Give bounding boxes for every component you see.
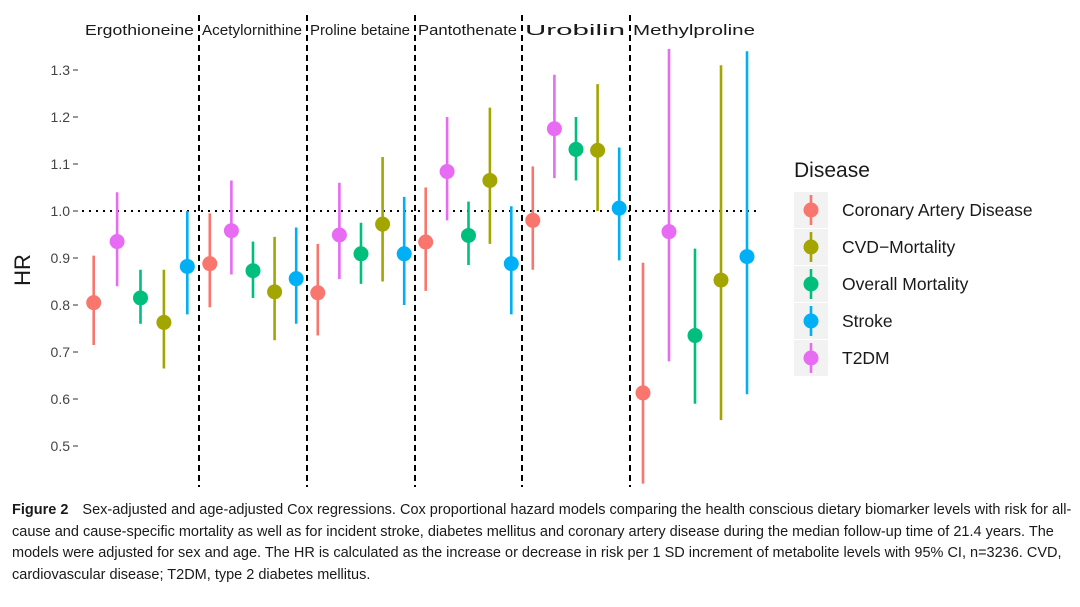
facet-label-ergothioneine: Ergothioneine — [85, 23, 194, 39]
point-proline-betaine-t2dm — [331, 227, 347, 243]
y-axis: 0.5 0.6 0.7 0.8 0.9 1.0 1.1 1.2 1.3 — [51, 62, 78, 454]
legend-key-point — [803, 202, 819, 218]
point-acetylornithine-t2dm — [223, 223, 239, 239]
point-urobilin-cvd-mortality — [590, 142, 606, 158]
legend-key-point — [803, 350, 819, 366]
legend-key-point — [803, 276, 819, 292]
hr-points — [86, 121, 755, 401]
point-methylproline-cvd-mortality — [713, 272, 729, 288]
legend-label-overall-mortality: Overall Mortality — [842, 274, 969, 294]
point-pantothenate-coronary-artery-disease — [418, 234, 434, 250]
y-tick-label: 0.6 — [51, 391, 71, 407]
y-axis-label: HR — [10, 254, 35, 286]
y-tick-label: 0.7 — [51, 344, 71, 360]
point-proline-betaine-overall-mortality — [353, 246, 369, 262]
legend-label-stroke: Stroke — [842, 311, 893, 331]
point-ergothioneine-stroke — [179, 258, 195, 274]
point-acetylornithine-coronary-artery-disease — [202, 256, 218, 272]
figure-caption: Figure 2 Sex-adjusted and age-adjusted Co… — [12, 500, 1072, 586]
point-methylproline-t2dm — [661, 224, 677, 240]
y-tick-label: 0.8 — [51, 297, 71, 313]
facet-labels: Ergothioneine Acetylornithine Proline beta… — [85, 23, 755, 39]
point-ergothioneine-t2dm — [109, 234, 125, 250]
facet-label-pantothenate: Pantothenate — [418, 23, 517, 39]
point-urobilin-stroke — [611, 200, 627, 216]
point-acetylornithine-overall-mortality — [245, 263, 261, 279]
point-pantothenate-t2dm — [439, 164, 455, 180]
point-methylproline-stroke — [739, 249, 755, 265]
y-tick-label: 1.0 — [51, 203, 71, 219]
caption-text: Sex-adjusted and age-adjusted Cox regres… — [12, 502, 1072, 583]
legend-label-coronary-artery-disease: Coronary Artery Disease — [842, 200, 1033, 220]
legend-title: Disease — [794, 159, 870, 182]
point-urobilin-coronary-artery-disease — [525, 212, 541, 228]
legend-label-t2dm: T2DM — [842, 348, 890, 368]
point-ergothioneine-overall-mortality — [133, 290, 148, 306]
facet-label-proline-betaine: Proline betaine — [310, 23, 410, 39]
legend-key-point — [803, 239, 819, 255]
confidence-intervals — [92, 48, 749, 484]
facet-label-acetylornithine: Acetylornithine — [202, 23, 302, 39]
facet-label-urobilin: Urobilin — [525, 23, 625, 39]
hr-forest-chart: 0.5 0.6 0.7 0.8 0.9 1.0 1.1 1.2 1.3 HR Ergothion… — [10, 15, 1033, 487]
point-pantothenate-cvd-mortality — [482, 172, 498, 188]
point-urobilin-t2dm — [546, 121, 562, 137]
legend: Disease Coronary Artery Disease CVD−Morta… — [794, 159, 1033, 376]
legend-label-cvd-mortality: CVD−Mortality — [842, 237, 956, 257]
point-acetylornithine-cvd-mortality — [267, 284, 283, 300]
point-pantothenate-stroke — [503, 256, 519, 272]
point-pantothenate-overall-mortality — [461, 227, 476, 243]
y-tick-label: 1.1 — [51, 156, 71, 172]
legend-key-point — [803, 313, 819, 329]
point-methylproline-overall-mortality — [687, 328, 703, 344]
facet-dividers — [198, 15, 631, 487]
point-proline-betaine-coronary-artery-disease — [310, 285, 326, 301]
y-tick-label: 1.3 — [51, 62, 71, 78]
point-ergothioneine-cvd-mortality — [156, 314, 172, 330]
y-tick-label: 0.5 — [51, 438, 71, 454]
y-tick-label: 1.2 — [51, 109, 71, 125]
point-methylproline-coronary-artery-disease — [635, 385, 651, 401]
point-proline-betaine-stroke — [396, 246, 412, 262]
y-tick-label: 0.9 — [51, 250, 71, 266]
facet-label-methylproline: Methylproline — [633, 23, 755, 39]
point-proline-betaine-cvd-mortality — [375, 216, 391, 232]
caption-label: Figure 2 — [12, 502, 69, 518]
point-urobilin-overall-mortality — [568, 141, 584, 157]
point-ergothioneine-coronary-artery-disease — [86, 295, 102, 311]
point-acetylornithine-stroke — [288, 271, 304, 287]
